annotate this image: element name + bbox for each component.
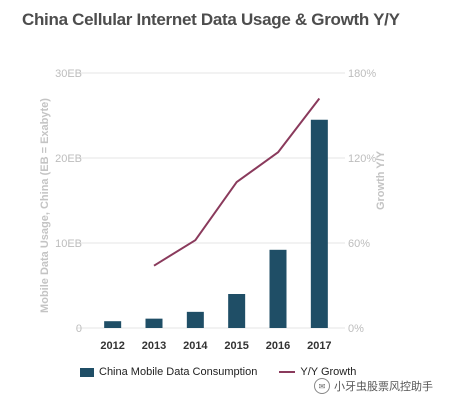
y-tick-right: 120% (348, 153, 376, 165)
x-tick-label: 2014 (183, 340, 208, 352)
y-tick-left: 30EB (55, 68, 82, 80)
legend: China Mobile Data Consumption Y/Y Growth (80, 366, 356, 378)
bar (186, 311, 204, 328)
y-tick-left: 20EB (55, 153, 82, 165)
watermark-text: 小牙虫股票风控助手 (334, 381, 433, 393)
growth-line (153, 97, 321, 267)
y-tick-left: 0 (76, 323, 82, 335)
x-tick-label: 2017 (307, 340, 331, 352)
bar (310, 119, 328, 328)
wechat-icon: ✉ (314, 378, 330, 394)
y-tick-left: 10EB (55, 238, 82, 250)
y-axis-label-right: Growth Y/Y (375, 150, 387, 210)
bar (228, 294, 246, 328)
y-tick-right: 0% (348, 323, 364, 335)
watermark: ✉ 小牙虫股票风控助手 (314, 378, 433, 394)
x-tick-label: 2013 (142, 340, 166, 352)
legend-label-bar: China Mobile Data Consumption (99, 366, 258, 378)
legend-label-line: Y/Y Growth (300, 366, 357, 378)
y-tick-right: 180% (348, 68, 376, 80)
legend-swatch-bar (80, 367, 94, 377)
x-tick-label: 2015 (224, 340, 248, 352)
x-tick-label: 2016 (266, 340, 290, 352)
bar (145, 318, 163, 328)
x-tick-label: 2012 (100, 340, 124, 352)
legend-swatch-line (279, 371, 296, 373)
y-axis-label-left: Mobile Data Usage, China (EB = Exabyte) (39, 98, 51, 313)
bar (104, 321, 122, 328)
bar (269, 249, 287, 328)
y-tick-right: 60% (348, 238, 370, 250)
chart-title: China Cellular Internet Data Usage & Gro… (22, 10, 400, 29)
